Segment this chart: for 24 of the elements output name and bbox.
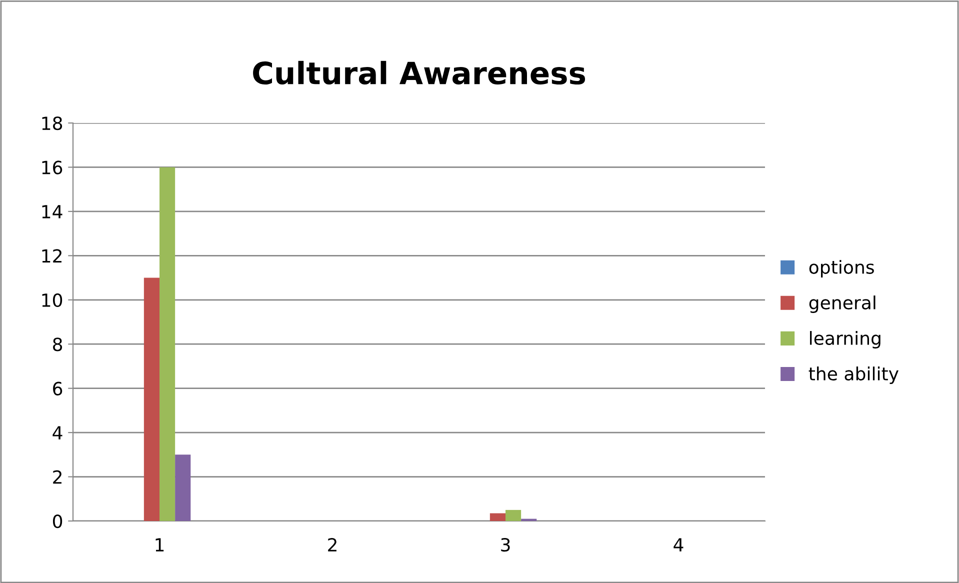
bar [506,510,522,521]
legend-label: general [809,296,876,313]
x-tick-label: 2 [328,538,336,552]
legend-label: options [809,260,874,278]
y-tick-label: 0 [52,514,62,528]
x-tick-label: 1 [156,538,164,552]
y-tick-label: 18 [42,116,62,130]
y-tick-label: 6 [53,382,62,396]
bar [490,513,506,521]
bar [144,278,160,521]
bar [160,167,176,521]
y-tick-label: 14 [42,205,62,218]
legend-label: the ability [808,366,899,384]
y-tick-label: 8 [53,338,62,352]
chart-title: Cultural Awareness [253,60,586,85]
x-tick-label: 4 [674,538,684,552]
bar [175,454,191,521]
y-tick-label: 4 [52,426,62,440]
legend-label: learning [810,331,880,348]
x-tick-label: 3 [501,538,510,552]
y-tick-label: 16 [42,160,62,174]
y-tick-label: 12 [42,249,62,263]
y-tick-label: 2 [53,470,62,484]
y-tick-label: 10 [42,293,62,308]
